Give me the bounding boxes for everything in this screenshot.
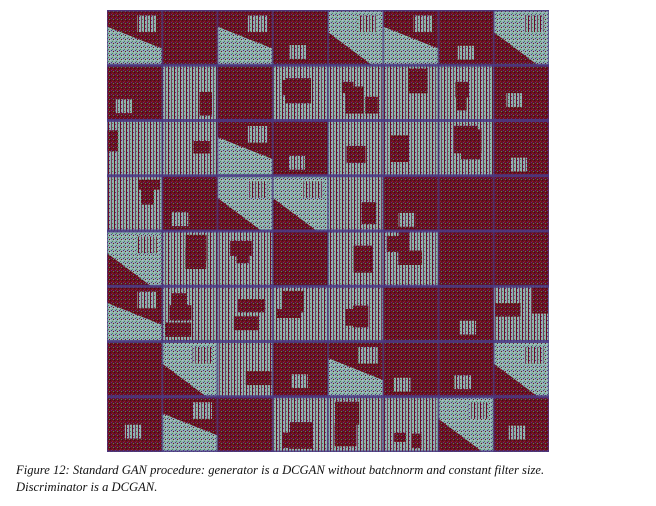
grid-line-vertical xyxy=(437,10,440,452)
grid-line-vertical xyxy=(327,10,329,452)
sample-tile xyxy=(107,286,163,342)
sample-tile xyxy=(493,175,549,231)
sample-tile xyxy=(328,175,384,231)
sample-tile xyxy=(383,396,439,452)
sample-tile xyxy=(383,341,439,397)
sample-tile xyxy=(162,10,218,66)
sample-tile xyxy=(272,231,328,287)
sample-tile xyxy=(328,396,384,452)
sample-tile xyxy=(493,286,549,342)
grid-line-vertical xyxy=(271,10,274,452)
sample-tile xyxy=(217,341,273,397)
sample-tile xyxy=(438,396,494,452)
figure-image xyxy=(107,10,549,452)
sample-tile xyxy=(328,65,384,121)
sample-tile xyxy=(383,65,439,121)
sample-tile xyxy=(493,341,549,397)
sample-tile xyxy=(493,120,549,176)
sample-tile xyxy=(107,120,163,176)
sample-tile xyxy=(328,231,384,287)
sample-tile xyxy=(493,231,549,287)
sample-tile xyxy=(383,175,439,231)
sample-tile xyxy=(493,10,549,66)
grid-line-vertical xyxy=(216,10,219,452)
sample-tile xyxy=(328,341,384,397)
sample-tile xyxy=(272,120,328,176)
sample-tile xyxy=(162,341,218,397)
sample-tile xyxy=(272,65,328,121)
grid-line-vertical xyxy=(107,10,108,452)
sample-tile xyxy=(493,396,549,452)
figure-caption: Figure 12: Standard GAN procedure: gener… xyxy=(16,462,646,496)
sample-tile xyxy=(383,120,439,176)
sample-tile xyxy=(107,175,163,231)
sample-tile xyxy=(162,286,218,342)
sample-tile xyxy=(272,175,328,231)
sample-tile xyxy=(493,65,549,121)
sample-tile xyxy=(272,396,328,452)
grid-line-vertical xyxy=(548,10,549,452)
gan-sample-grid xyxy=(107,10,549,452)
sample-tile xyxy=(438,10,494,66)
sample-tile xyxy=(217,396,273,452)
sample-tile xyxy=(217,231,273,287)
sample-tile xyxy=(217,120,273,176)
sample-tile xyxy=(328,120,384,176)
sample-tile xyxy=(272,10,328,66)
sample-tile xyxy=(107,231,163,287)
sample-tile xyxy=(107,10,163,66)
sample-tile xyxy=(107,396,163,452)
grid-line-vertical xyxy=(161,10,164,452)
sample-tile xyxy=(107,341,163,397)
sample-tile xyxy=(328,10,384,66)
sample-tile xyxy=(272,341,328,397)
sample-tile xyxy=(217,175,273,231)
sample-tile xyxy=(383,286,439,342)
sample-tile xyxy=(438,231,494,287)
sample-tile xyxy=(217,10,273,66)
sample-tile xyxy=(162,175,218,231)
sample-tile xyxy=(217,65,273,121)
grid-line-vertical xyxy=(492,10,495,452)
sample-tile xyxy=(438,286,494,342)
sample-tile xyxy=(272,286,328,342)
tile-layer xyxy=(107,10,549,452)
grid-line-vertical xyxy=(382,10,385,452)
sample-tile xyxy=(438,120,494,176)
sample-tile xyxy=(383,231,439,287)
caption-line-1: Figure 12: Standard GAN procedure: gener… xyxy=(16,463,545,477)
sample-tile xyxy=(438,341,494,397)
sample-tile xyxy=(162,120,218,176)
sample-tile xyxy=(162,396,218,452)
sample-tile xyxy=(383,10,439,66)
sample-tile xyxy=(328,286,384,342)
sample-tile xyxy=(438,175,494,231)
sample-tile xyxy=(162,231,218,287)
caption-line-2: Discriminator is a DCGAN. xyxy=(16,480,158,494)
sample-tile xyxy=(162,65,218,121)
sample-tile xyxy=(217,286,273,342)
grid-lines xyxy=(107,10,549,452)
sample-tile xyxy=(438,65,494,121)
sample-tile xyxy=(107,65,163,121)
